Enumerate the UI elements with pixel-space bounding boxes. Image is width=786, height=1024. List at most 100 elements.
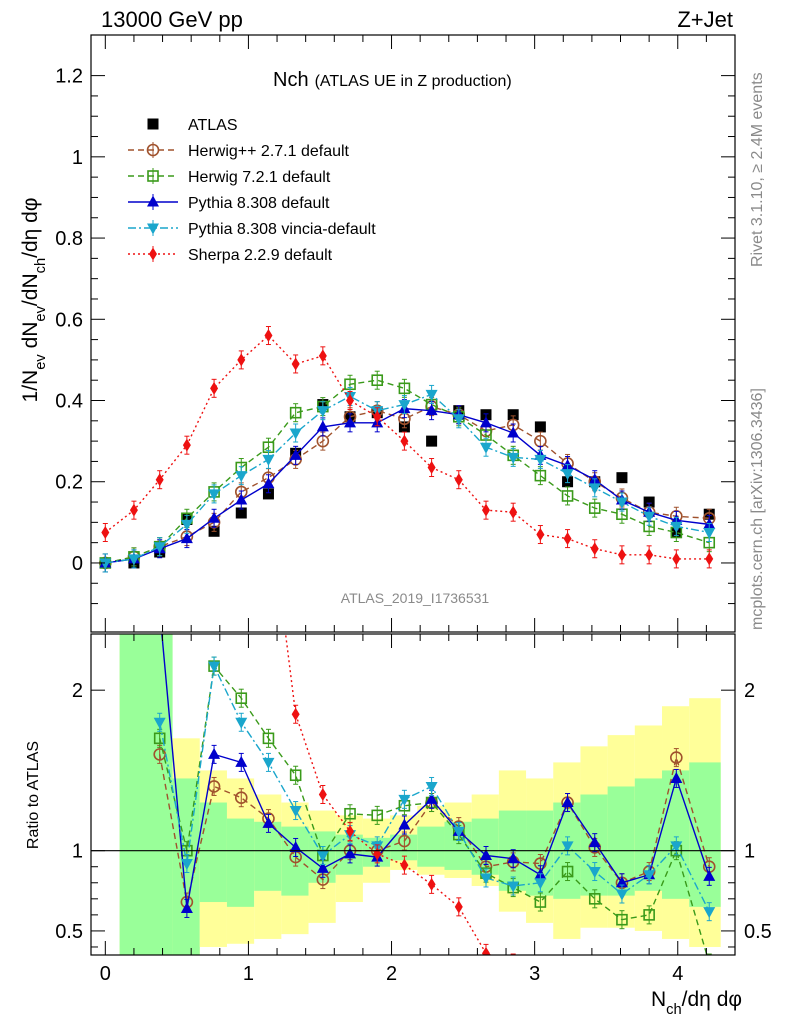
- data-point: [262, 816, 275, 828]
- data-point: [507, 452, 520, 464]
- data-point: [182, 438, 191, 452]
- data-point: [590, 542, 599, 556]
- legend-marker: [147, 170, 159, 182]
- ratio-y-tick-label-right: 1: [744, 841, 755, 863]
- data-point: [643, 870, 656, 882]
- data-point: [289, 448, 302, 460]
- data-point: [235, 507, 247, 519]
- data-point: [561, 490, 574, 502]
- data-point: [509, 505, 518, 519]
- data-point: [670, 751, 683, 764]
- analysis-id: ATLAS_2019_I1736531: [341, 590, 490, 606]
- data-point: [183, 282, 191, 295]
- main-y-axis-label: 1/Nev dNev/dNch/dη dφ: [19, 198, 49, 403]
- data-point: [235, 471, 248, 483]
- data-point: [534, 454, 547, 466]
- ratio-y-tick-label-right: 2: [744, 680, 755, 702]
- data-point: [316, 406, 329, 418]
- data-point: [561, 865, 574, 878]
- data-point: [481, 946, 490, 955]
- data-point: [180, 532, 193, 544]
- data-point: [643, 909, 655, 921]
- legend-label: Herwig++ 2.7.1 default: [188, 143, 350, 160]
- data-point: [318, 349, 327, 363]
- process-label: Z+Jet: [677, 7, 733, 32]
- data-point: [588, 867, 601, 879]
- data-point: [534, 421, 546, 433]
- series-line: [105, 393, 710, 564]
- data-point: [643, 511, 656, 523]
- legend-label: ATLAS: [188, 117, 238, 134]
- x-tick-label: 2: [386, 963, 397, 985]
- legend-entry: Sherpa 2.2.9 default: [128, 246, 333, 264]
- data-point: [210, 381, 219, 395]
- data-point: [235, 755, 248, 767]
- data-point: [704, 958, 714, 968]
- data-point: [235, 717, 248, 729]
- data-point: [507, 852, 520, 864]
- data-point: [481, 503, 490, 517]
- data-point: [618, 989, 626, 1002]
- data-point: [234, 791, 248, 805]
- series-line: [159, 664, 708, 955]
- energy-label: 13000 GeV pp: [101, 7, 243, 32]
- series-5: [101, 326, 714, 569]
- data-point: [536, 528, 545, 542]
- legend-label: Herwig 7.2.1 default: [188, 169, 331, 186]
- main-panel-series: [99, 326, 716, 573]
- data-point: [153, 542, 166, 554]
- data-point: [425, 389, 438, 401]
- data-point: [507, 881, 520, 893]
- main-y-tick-label: 1: [72, 147, 83, 169]
- data-point: [398, 382, 411, 395]
- data-point: [425, 404, 438, 416]
- legend: ATLAS Herwig++ 2.7.1 default Herwig 7.2.1 …: [128, 117, 376, 264]
- legend-label: Pythia 8.308 vincia-default: [188, 221, 376, 238]
- data-point: [425, 781, 438, 793]
- series-2: [154, 603, 716, 918]
- legend-entry: Herwig++ 2.7.1 default: [128, 142, 350, 160]
- ratio-band-inner: [199, 802, 227, 903]
- data-point: [454, 473, 463, 487]
- data-point: [289, 806, 302, 818]
- data-point: [534, 469, 547, 482]
- main-y-tick-label: 1.2: [55, 66, 83, 88]
- legend-entry: Pythia 8.308 vincia-default: [128, 220, 376, 238]
- legend-label: Pythia 8.308 default: [188, 195, 330, 212]
- ratio-band-inner: [417, 826, 445, 867]
- data-point: [262, 732, 275, 745]
- data-point: [180, 901, 193, 913]
- data-point: [400, 434, 409, 448]
- data-point: [507, 409, 519, 421]
- data-point: [479, 848, 492, 860]
- ratio-frame: [90, 633, 736, 956]
- data-point: [180, 519, 193, 531]
- ratio-y-tick-label-left: 1: [72, 841, 83, 863]
- data-point: [316, 420, 329, 432]
- main-y-tick-label: 0.6: [55, 309, 83, 331]
- data-point: [452, 826, 465, 838]
- legend-marker: [146, 143, 160, 157]
- legend-entry: Herwig 7.2.1 default: [128, 168, 331, 186]
- data-point: [180, 859, 193, 871]
- data-point: [153, 732, 166, 745]
- data-point: [703, 907, 716, 919]
- data-point: [346, 824, 355, 838]
- data-point: [425, 792, 438, 804]
- data-point: [615, 889, 628, 901]
- data-point: [291, 357, 300, 371]
- data-point: [561, 796, 574, 808]
- data-point: [318, 788, 327, 801]
- data-point: [507, 426, 520, 438]
- series-4: [99, 384, 716, 573]
- ratio-y-tick-label-left: 0.5: [55, 921, 83, 943]
- data-point: [703, 869, 716, 881]
- data-point: [705, 552, 714, 566]
- rivet-info: Rivet 3.1.10, ≥ 2.4M events: [749, 72, 766, 267]
- data-point: [99, 558, 112, 570]
- series-line: [104, 334, 710, 560]
- data-point: [479, 442, 492, 454]
- data-point: [154, 603, 166, 614]
- data-point: [400, 858, 409, 872]
- axes: 0 0.2 0.4 0.6 0.8 1 1.2 0.5 0.5 1 1 2 2 0 1 2 3 4: [55, 34, 772, 985]
